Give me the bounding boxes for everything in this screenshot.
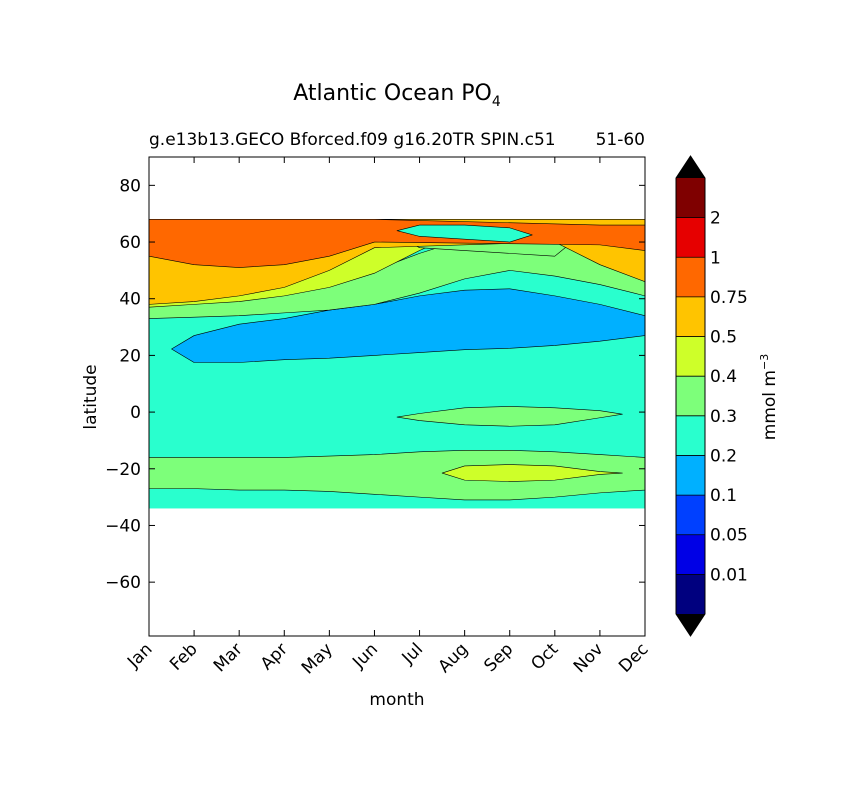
colorbar-tick-label: 1 — [710, 248, 721, 268]
x-tick-label: Oct — [527, 639, 562, 674]
colorbar-segment — [676, 495, 705, 535]
y-tick-label: −40 — [105, 516, 141, 536]
contour-bands — [149, 219, 645, 509]
y-tick-label: 60 — [119, 233, 141, 253]
contour-band-4 — [171, 288, 645, 363]
chart-title-text: Atlantic Ocean PO — [293, 81, 492, 106]
x-tick-label: Jul — [398, 639, 427, 668]
y-tick-label: 80 — [119, 176, 141, 196]
colorbar-segment — [676, 534, 705, 575]
colorbar-label-text: mmol m — [760, 370, 780, 440]
colorbar-tick-label: 0.4 — [710, 367, 737, 387]
colorbar: 0.01 0.05 0.1 0.2 0.3 0.4 0.5 0.75 1 2 — [675, 155, 748, 637]
colorbar-label-superscript: −3 — [758, 354, 771, 370]
colorbar-segment — [676, 415, 705, 456]
chart-title-subscript: 4 — [492, 94, 501, 110]
x-tick-label: May — [298, 639, 337, 678]
y-tick-label: −20 — [105, 460, 141, 480]
colorbar-tick-label: 0.75 — [710, 288, 748, 308]
colorbar-extend-low — [676, 614, 705, 636]
colorbar-tick-label: 2 — [710, 209, 721, 229]
colorbar-segment — [676, 178, 705, 218]
colorbar-tick-label: 0.3 — [710, 407, 737, 427]
contour-band-10 — [396, 224, 533, 243]
y-axis-label: latitude — [81, 364, 101, 429]
x-tick-label: Apr — [257, 639, 292, 674]
colorbar-segment — [676, 376, 705, 416]
x-tick-label: Nov — [570, 639, 608, 677]
y-axis: 80 60 40 20 0 −20 −40 −60 — [105, 176, 645, 593]
colorbar-tick-label: 0.2 — [710, 446, 737, 466]
x-tick-label: Feb — [166, 639, 201, 674]
x-tick-label: Mar — [210, 639, 247, 676]
colorbar-tick-label: 0.05 — [710, 526, 748, 546]
colorbar-tick-label: 0.1 — [710, 486, 737, 506]
y-tick-label: 40 — [119, 290, 141, 310]
colorbar-tick-label: 0.01 — [710, 565, 748, 585]
colorbar-segment — [676, 574, 705, 614]
x-tick-label: Aug — [435, 639, 473, 677]
colorbar-outline — [675, 155, 706, 637]
x-axis-label: month — [369, 690, 424, 710]
y-tick-label: −60 — [105, 573, 141, 593]
y-tick-label: 0 — [130, 403, 141, 423]
colorbar-segment — [676, 296, 705, 337]
chart-subtitle-right: 51-60 — [596, 130, 645, 150]
contour-band-3 — [396, 406, 623, 427]
chart-subtitle-left: g.e13b13.GECO Bforced.f09 g16.20TR SPIN.… — [149, 130, 556, 150]
colorbar-label: mmol m−3 — [758, 354, 780, 440]
contour-band-2 — [441, 464, 623, 482]
colorbar-segment — [676, 257, 705, 297]
colorbar-segment — [676, 336, 705, 377]
x-tick-label: Jun — [348, 639, 382, 673]
chart-title: Atlantic Ocean PO4 — [293, 81, 501, 110]
y-tick-label: 20 — [119, 346, 141, 366]
colorbar-segment — [676, 455, 705, 496]
colorbar-segment — [676, 217, 705, 258]
colorbar-tick-label: 0.5 — [710, 328, 737, 348]
contour-band-1 — [149, 450, 645, 501]
colorbar-extend-high — [676, 156, 705, 178]
x-tick-label: Jan — [123, 639, 156, 672]
x-tick-label: Sep — [480, 639, 517, 676]
x-tick-label: Dec — [615, 639, 652, 676]
plot-frame — [148, 156, 646, 637]
